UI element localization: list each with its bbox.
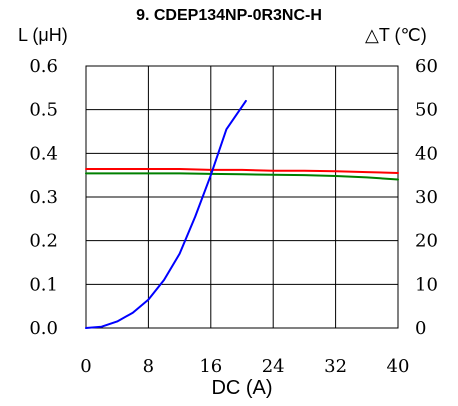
left-y-tick-label: 0.3 (29, 187, 58, 208)
left-y-tick-label: 0.4 (29, 143, 58, 164)
tick-labels: 0 8 16 24 32 40 0.0 0.1 0.2 0.3 0.4 0.5 0.6 0 10 20 30 40… (29, 56, 438, 377)
right-y-tick-label: 20 (415, 231, 438, 252)
right-y-tick-label: 40 (415, 143, 438, 164)
right-y-tick-label: 30 (415, 187, 438, 208)
left-y-tick-label: 0.2 (29, 231, 58, 252)
left-y-tick-label: 0.1 (29, 274, 58, 295)
grid-lines (86, 66, 398, 328)
left-y-tick-label: 0.5 (29, 100, 58, 121)
right-y-axis-label: △T (℃) (365, 25, 427, 45)
left-y-axis-label: L (μH) (18, 25, 68, 45)
x-tick-label: 40 (387, 356, 410, 377)
x-tick-label: 0 (80, 356, 91, 377)
series-line-3 (85, 99, 247, 329)
series-line-2 (85, 172, 399, 181)
left-y-tick-label: 0.0 (29, 318, 58, 339)
left-y-tick-label: 0.6 (29, 56, 58, 77)
right-y-tick-label: 60 (415, 56, 438, 77)
plot-frame (85, 65, 399, 329)
x-tick-label: 32 (324, 356, 347, 377)
x-tick-label: 24 (262, 356, 285, 377)
series-line-1 (85, 168, 399, 174)
x-axis-label: DC (A) (211, 377, 272, 399)
chart-title: 9. CDEP134NP-0R3NC-H (136, 7, 322, 24)
right-y-tick-label: 0 (415, 318, 426, 339)
x-tick-label: 16 (199, 356, 222, 377)
right-y-tick-label: 50 (415, 100, 438, 121)
series-lines (85, 99, 399, 329)
x-tick-label: 8 (143, 356, 154, 377)
right-y-tick-label: 10 (415, 274, 438, 295)
